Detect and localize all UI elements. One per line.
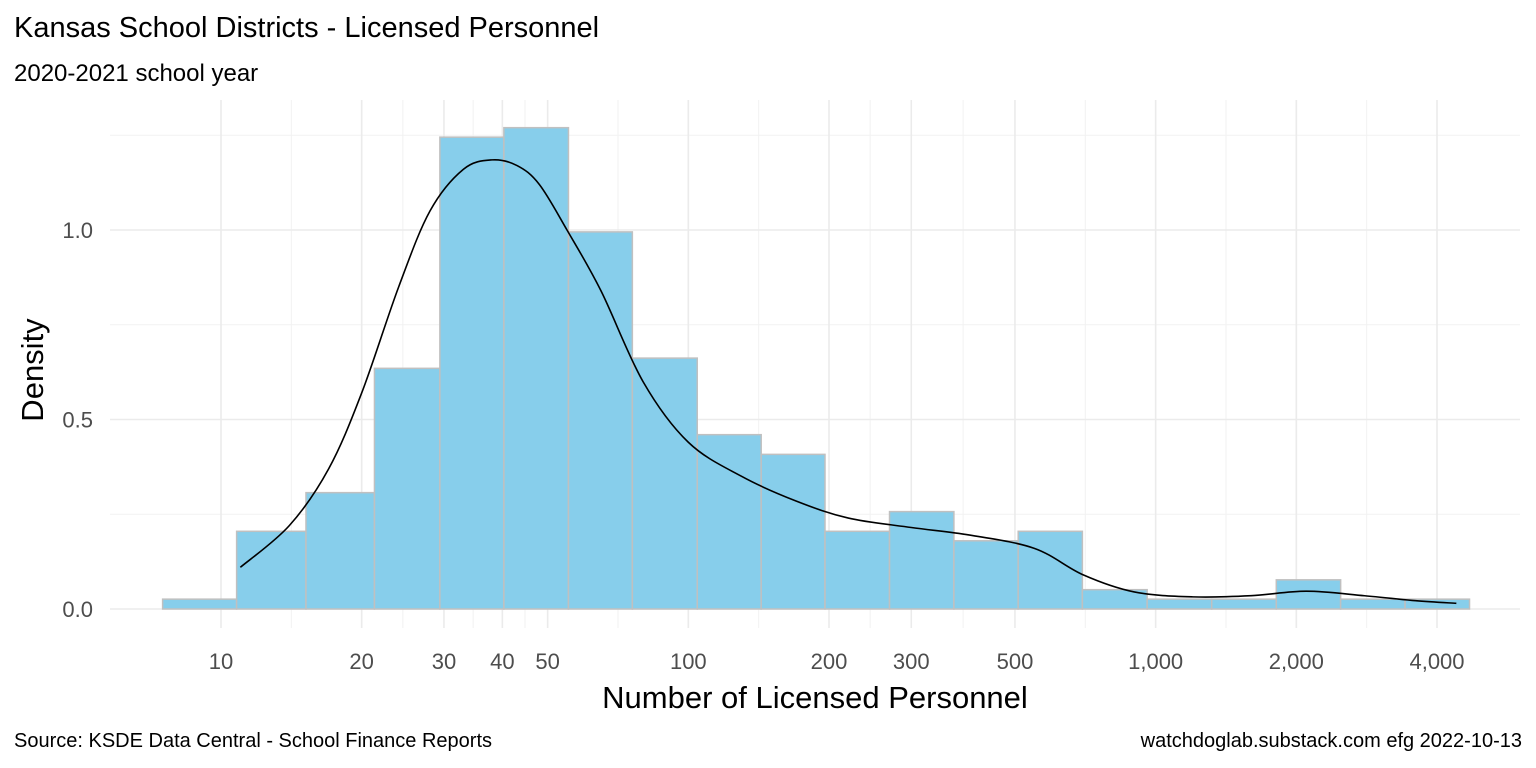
histogram-bar-10 [760, 453, 826, 610]
x-tick-labels: 10 20 30 40 50 100 200 300 500 1,000 2,000 4,000 [209, 649, 1465, 674]
x-tick-label-200: 200 [811, 649, 848, 674]
credit-caption: watchdoglab.substack.com efg 2022-10-13 [1140, 730, 1522, 752]
x-tick-label-500: 500 [997, 649, 1034, 674]
x-tick-label-50: 50 [535, 649, 559, 674]
histogram-bar-17 [1210, 598, 1278, 610]
y-tick-label-0.5: 0.5 [62, 408, 93, 433]
histogram-bar-4 [373, 367, 441, 610]
density-curve [239, 158, 1457, 605]
histogram-bar-1 [161, 598, 238, 610]
histogram-bar-6 [503, 126, 570, 610]
histogram-bar-9 [696, 433, 762, 610]
histogram-bar-14 [1017, 530, 1084, 610]
histogram-bar-18 [1275, 579, 1342, 610]
x-tick-label-2,000: 2,000 [1269, 649, 1324, 674]
x-tick-label-10: 10 [209, 649, 233, 674]
y-tick-labels: 0.0 0.5 1.0 [62, 218, 93, 622]
histogram-bar-20 [1404, 598, 1471, 610]
chart-subtitle: 2020-2021 school year [14, 60, 259, 87]
y-tick-label-1.0: 1.0 [62, 218, 93, 243]
x-tick-label-100: 100 [670, 649, 707, 674]
x-tick-label-300: 300 [893, 649, 930, 674]
x-axis-title: Number of Licensed Personnel [602, 680, 1028, 715]
x-tick-label-20: 20 [349, 649, 373, 674]
histogram-bar-16 [1146, 598, 1213, 610]
y-tick-label-0.0: 0.0 [62, 597, 93, 622]
histogram-bars [161, 126, 1471, 610]
x-tick-label-4,000: 4,000 [1409, 649, 1464, 674]
histogram-bar-3 [305, 491, 376, 610]
x-tick-label-30: 30 [432, 649, 456, 674]
histogram-bar-19 [1339, 598, 1406, 610]
histogram-bar-7 [567, 231, 634, 610]
histogram-bar-8 [631, 357, 699, 610]
x-tick-label-1,000: 1,000 [1128, 649, 1183, 674]
x-tick-label-40: 40 [490, 649, 514, 674]
histogram-bar-12 [888, 510, 955, 610]
chart-title: Kansas School Districts - Licensed Perso… [14, 12, 600, 44]
histogram-bar-2 [235, 530, 307, 610]
histogram-bar-11 [824, 530, 891, 610]
histogram-bar-5 [439, 136, 505, 610]
histogram-bar-13 [953, 540, 1019, 610]
y-axis-title: Density [15, 318, 50, 422]
source-caption: Source: KSDE Data Central - School Finan… [14, 730, 492, 752]
